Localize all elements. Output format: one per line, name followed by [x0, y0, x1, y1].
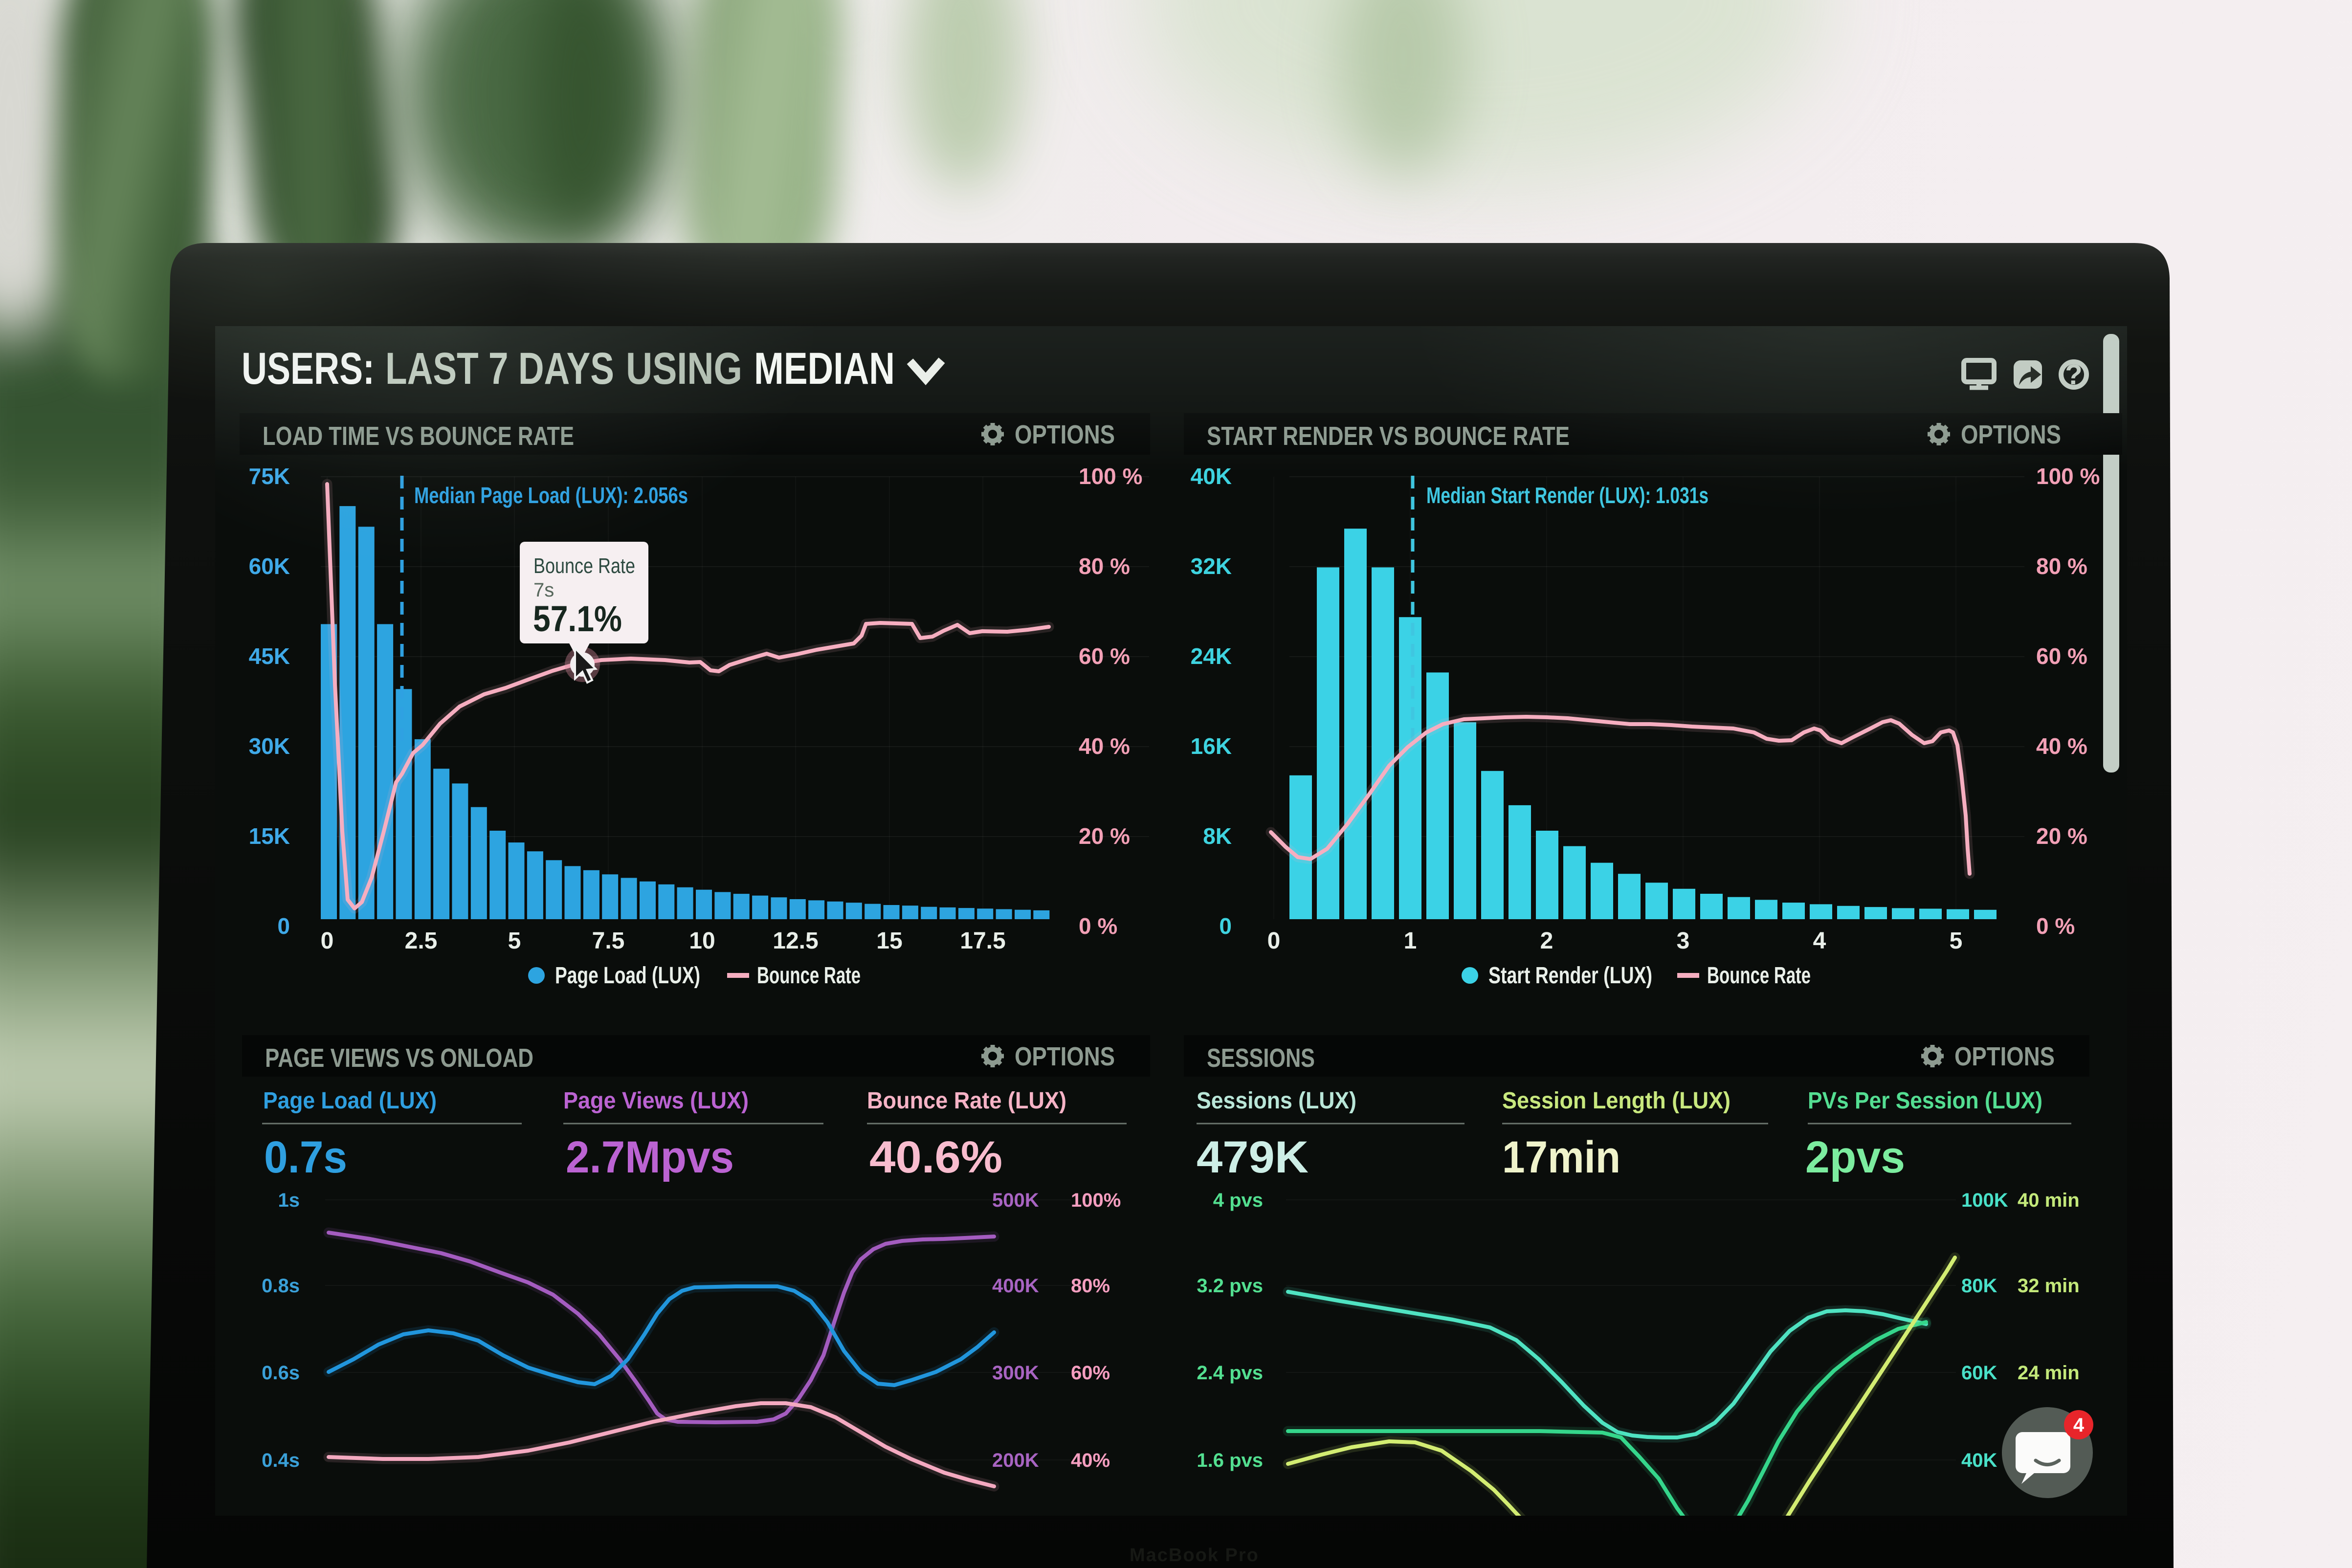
svg-text:Bounce Rate: Bounce Rate [533, 554, 635, 578]
svg-text:24 min: 24 min [2018, 1362, 2080, 1384]
svg-text:17.5: 17.5 [960, 928, 1005, 954]
svg-text:1: 1 [1404, 928, 1417, 954]
svg-text:2.5: 2.5 [405, 928, 438, 954]
svg-text:0: 0 [321, 928, 334, 954]
svg-text:1s: 1s [278, 1190, 300, 1211]
svg-text:SESSIONS: SESSIONS [1207, 1043, 1315, 1073]
svg-text:100K: 100K [1961, 1190, 2008, 1211]
svg-text:7.5: 7.5 [592, 928, 625, 954]
svg-text:500K: 500K [992, 1190, 1039, 1211]
svg-text:15K: 15K [249, 823, 290, 849]
svg-text:100 %: 100 % [2036, 464, 2100, 489]
svg-text:LAST 7 DAYS: LAST 7 DAYS [385, 344, 614, 394]
svg-text:0 %: 0 % [1079, 913, 1117, 939]
svg-text:2: 2 [1540, 928, 1553, 954]
svg-text:Bounce Rate: Bounce Rate [757, 963, 861, 989]
svg-text:20 %: 20 % [1079, 823, 1130, 849]
svg-text:20 %: 20 % [2036, 823, 2087, 849]
svg-text:2.7Mpvs: 2.7Mpvs [566, 1132, 734, 1182]
svg-text:40%: 40% [1071, 1450, 1110, 1471]
svg-text:100 %: 100 % [1079, 464, 1142, 489]
svg-text:OPTIONS: OPTIONS [1961, 420, 2061, 449]
svg-text:40 min: 40 min [2018, 1190, 2080, 1211]
svg-text:OPTIONS: OPTIONS [1015, 1042, 1115, 1071]
svg-text:OPTIONS: OPTIONS [1954, 1042, 2055, 1071]
svg-text:479K: 479K [1197, 1132, 1309, 1182]
svg-text:7s: 7s [533, 579, 554, 601]
svg-text:40 %: 40 % [1079, 733, 1130, 759]
svg-text:Session Length (LUX): Session Length (LUX) [1502, 1088, 1731, 1114]
svg-text:75K: 75K [249, 464, 290, 489]
svg-text:57.1%: 57.1% [533, 598, 622, 639]
svg-text:2.4 pvs: 2.4 pvs [1197, 1362, 1263, 1384]
svg-text:0 %: 0 % [2036, 913, 2075, 939]
svg-text:USERS:: USERS: [242, 344, 375, 394]
svg-text:USING: USING [626, 344, 742, 394]
svg-text:32K: 32K [1191, 553, 1232, 579]
svg-text:?: ? [2065, 359, 2082, 391]
svg-text:30K: 30K [249, 733, 290, 759]
svg-text:10: 10 [689, 928, 715, 954]
svg-text:0.7s: 0.7s [264, 1132, 347, 1182]
svg-text:OPTIONS: OPTIONS [1015, 420, 1115, 449]
svg-text:Median Start Render (LUX): 1.0: Median Start Render (LUX): 1.031s [1426, 483, 1709, 508]
svg-text:80 %: 80 % [1079, 553, 1130, 579]
svg-text:Bounce Rate: Bounce Rate [1707, 963, 1811, 989]
svg-text:12.5: 12.5 [773, 928, 818, 954]
svg-text:3: 3 [1677, 928, 1690, 954]
svg-text:MEDIAN: MEDIAN [754, 344, 895, 394]
svg-text:5: 5 [1950, 928, 1963, 954]
svg-text:80 %: 80 % [2036, 553, 2087, 579]
svg-text:PAGE VIEWS VS ONLOAD: PAGE VIEWS VS ONLOAD [265, 1043, 533, 1073]
svg-text:300K: 300K [992, 1362, 1039, 1384]
svg-text:3.2 pvs: 3.2 pvs [1197, 1275, 1263, 1297]
svg-text:Median Page Load (LUX): 2.056s: Median Page Load (LUX): 2.056s [414, 483, 688, 508]
svg-text:5: 5 [508, 928, 521, 954]
svg-text:0: 0 [1267, 928, 1281, 954]
svg-text:100%: 100% [1071, 1190, 1121, 1211]
svg-text:32 min: 32 min [2018, 1275, 2080, 1297]
svg-text:0: 0 [1219, 913, 1232, 939]
svg-text:Page Views (LUX): Page Views (LUX) [563, 1088, 749, 1114]
svg-text:Start Render (LUX): Start Render (LUX) [1488, 963, 1652, 989]
svg-text:0.8s: 0.8s [262, 1275, 300, 1297]
svg-text:60 %: 60 % [2036, 643, 2087, 669]
svg-text:40 %: 40 % [2036, 733, 2087, 759]
svg-text:8K: 8K [1203, 823, 1232, 849]
svg-text:4: 4 [2073, 1414, 2085, 1436]
svg-text:16K: 16K [1191, 733, 1232, 759]
svg-text:PVs Per Session (LUX): PVs Per Session (LUX) [1808, 1088, 2042, 1114]
svg-text:40.6%: 40.6% [869, 1132, 1002, 1182]
svg-text:0: 0 [277, 913, 290, 939]
svg-text:80K: 80K [1961, 1275, 1997, 1297]
svg-text:Bounce Rate (LUX): Bounce Rate (LUX) [867, 1088, 1066, 1114]
svg-text:17min: 17min [1502, 1132, 1620, 1182]
svg-text:0.6s: 0.6s [262, 1362, 300, 1384]
svg-text:80%: 80% [1071, 1275, 1110, 1297]
svg-text:Sessions (LUX): Sessions (LUX) [1197, 1088, 1356, 1114]
svg-text:40K: 40K [1191, 464, 1232, 489]
svg-text:2pvs: 2pvs [1805, 1132, 1905, 1182]
svg-text:START RENDER VS BOUNCE RATE: START RENDER VS BOUNCE RATE [1207, 421, 1570, 451]
svg-text:24K: 24K [1191, 643, 1232, 669]
svg-text:60K: 60K [249, 553, 290, 579]
svg-text:45K: 45K [249, 643, 290, 669]
svg-text:1.6 pvs: 1.6 pvs [1197, 1450, 1263, 1471]
svg-text:0.4s: 0.4s [262, 1450, 300, 1471]
svg-text:4 pvs: 4 pvs [1213, 1190, 1263, 1211]
svg-text:60K: 60K [1961, 1362, 1997, 1384]
svg-text:60 %: 60 % [1079, 643, 1130, 669]
svg-text:Page Load (LUX): Page Load (LUX) [555, 963, 700, 989]
svg-text:15: 15 [876, 928, 902, 954]
svg-text:200K: 200K [992, 1450, 1039, 1471]
svg-text:LOAD TIME VS BOUNCE RATE: LOAD TIME VS BOUNCE RATE [263, 421, 574, 451]
svg-text:40K: 40K [1961, 1450, 1997, 1471]
svg-text:Page Load (LUX): Page Load (LUX) [263, 1088, 437, 1114]
svg-text:60%: 60% [1071, 1362, 1110, 1384]
svg-text:4: 4 [1813, 928, 1826, 954]
svg-text:400K: 400K [992, 1275, 1039, 1297]
